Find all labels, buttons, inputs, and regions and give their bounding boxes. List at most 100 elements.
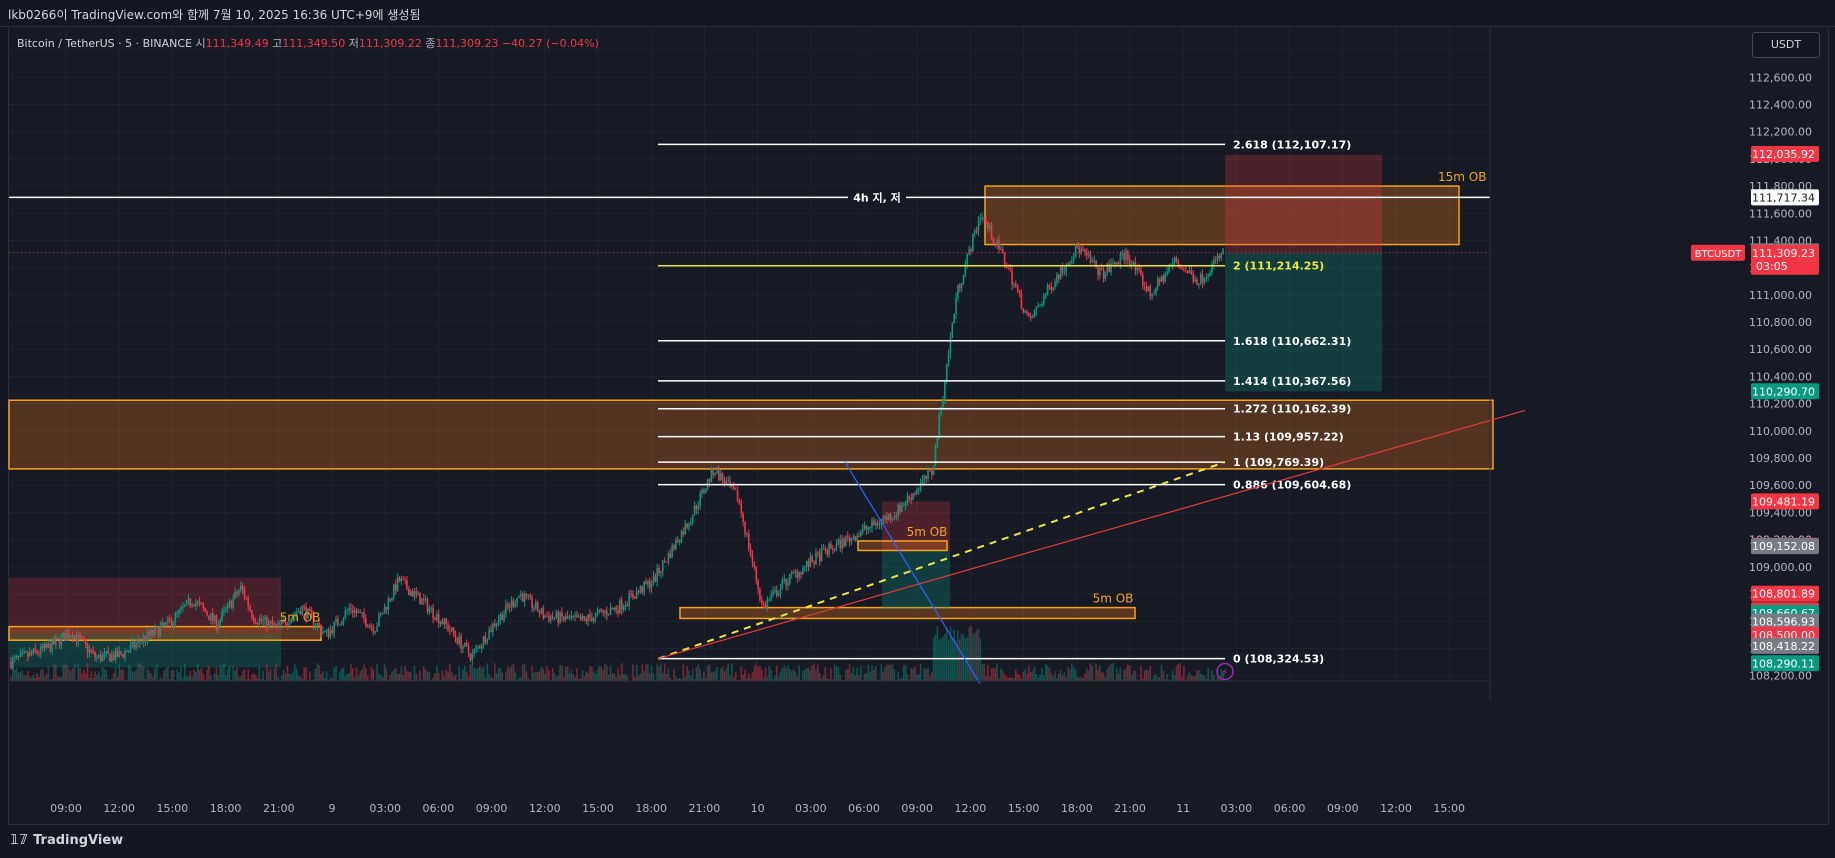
symbol-legend[interactable]: Bitcoin / TetherUS · 5 · BINANCE 시111,34… <box>17 35 599 51</box>
price-label-bg[interactable] <box>1751 189 1819 206</box>
candle <box>1104 272 1107 279</box>
candle <box>656 568 659 582</box>
symbol-name[interactable]: Bitcoin / TetherUS · 5 · BINANCE <box>17 37 193 50</box>
dashed-trendline[interactable] <box>657 461 1226 660</box>
candle <box>867 527 870 530</box>
candle <box>641 586 644 593</box>
price-label-bg[interactable] <box>1751 538 1819 555</box>
candle <box>477 646 479 648</box>
volume-bar <box>1016 673 1019 681</box>
candle <box>303 606 306 608</box>
tradingview-logo-icon: 𝟙𝟟 <box>10 833 29 848</box>
candle <box>688 524 690 528</box>
price-label-bg[interactable] <box>1751 244 1819 275</box>
volume-bar <box>47 666 50 681</box>
candle <box>822 548 825 550</box>
volume-bar <box>325 671 328 681</box>
candle <box>929 470 931 472</box>
candle <box>208 615 210 621</box>
volume-bar <box>559 665 561 681</box>
candle <box>783 578 786 581</box>
candle <box>374 631 376 633</box>
candle <box>1121 253 1124 255</box>
volume-bar <box>196 663 199 681</box>
volume-bar <box>254 675 257 681</box>
candle <box>972 233 974 252</box>
ob-5m-middle[interactable] <box>857 540 948 552</box>
candle <box>187 598 190 601</box>
volume-bar <box>742 674 744 681</box>
candle <box>592 617 595 622</box>
candle <box>841 538 843 549</box>
time-tick-label: 21:00 <box>689 802 721 815</box>
price-label-bg[interactable] <box>1751 493 1819 510</box>
volume-bar <box>789 669 791 681</box>
volume-bar <box>200 667 203 681</box>
candle <box>331 629 334 634</box>
candle <box>408 588 410 596</box>
candle <box>88 649 91 653</box>
price-label-bg[interactable] <box>1751 655 1819 672</box>
price-label-bg[interactable] <box>1751 637 1819 654</box>
volume-bar <box>350 664 352 681</box>
ob-5m-bottom[interactable] <box>679 606 1136 620</box>
price-label-bg[interactable] <box>1751 383 1819 400</box>
htf-zone[interactable] <box>8 399 1494 470</box>
red-trendline[interactable] <box>657 409 1526 660</box>
candle <box>314 625 317 627</box>
volume-bar <box>329 677 332 681</box>
volume-bar <box>1188 672 1191 681</box>
volume-bar <box>660 663 662 681</box>
price-label-bg[interactable] <box>1751 146 1819 163</box>
volume-bar <box>193 669 195 681</box>
candle <box>245 597 248 599</box>
currency-button[interactable]: USDT <box>1752 32 1820 58</box>
candle <box>947 354 950 365</box>
fib-level-label: 1.618 (110,662.31) <box>1233 335 1351 348</box>
blue-trendline[interactable] <box>844 461 981 685</box>
candle <box>716 468 718 474</box>
candle <box>738 500 741 504</box>
candle <box>454 633 457 638</box>
volume-bar <box>546 666 548 681</box>
price-label-bg[interactable] <box>1751 585 1819 602</box>
volume-bar <box>1048 668 1051 681</box>
volume-bar <box>1041 667 1043 681</box>
candle <box>139 640 141 643</box>
volume-bar <box>316 663 319 681</box>
volume-bar <box>473 667 475 681</box>
candle <box>647 581 649 585</box>
volume-bar <box>51 678 53 681</box>
candle <box>723 480 726 485</box>
candle <box>135 643 137 648</box>
volume-bar <box>465 671 468 681</box>
candle <box>1140 269 1142 275</box>
price-tick-label: 109,800.00 <box>1749 452 1812 465</box>
candle <box>566 615 569 619</box>
volume-bar <box>419 670 421 681</box>
candle <box>579 616 582 621</box>
price-label-bg[interactable] <box>1751 613 1819 630</box>
volume-bar <box>906 674 909 681</box>
ob-15m-zone[interactable] <box>984 185 1460 246</box>
volume-bar <box>548 670 550 681</box>
candle <box>488 629 490 640</box>
symbol-tag-bg[interactable] <box>1691 244 1745 261</box>
volume-bar <box>695 667 698 681</box>
candle <box>322 631 324 634</box>
price-tick-label: 110,600.00 <box>1749 343 1812 356</box>
fib-level-label: 0 (108,324.53) <box>1233 653 1324 666</box>
volume-bar <box>1069 670 1071 681</box>
candle <box>626 604 629 606</box>
candle <box>83 638 85 641</box>
candle <box>581 615 584 621</box>
volume-bar <box>746 677 748 681</box>
candles-layer <box>10 212 1224 670</box>
tradingview-footer[interactable]: 𝟙𝟟 TradingView <box>10 833 123 848</box>
volume-bar <box>740 666 743 681</box>
volume-bar <box>83 669 85 681</box>
alert-bolt-icon[interactable] <box>1216 662 1234 681</box>
volume-bar <box>217 675 220 681</box>
candle <box>30 652 33 654</box>
